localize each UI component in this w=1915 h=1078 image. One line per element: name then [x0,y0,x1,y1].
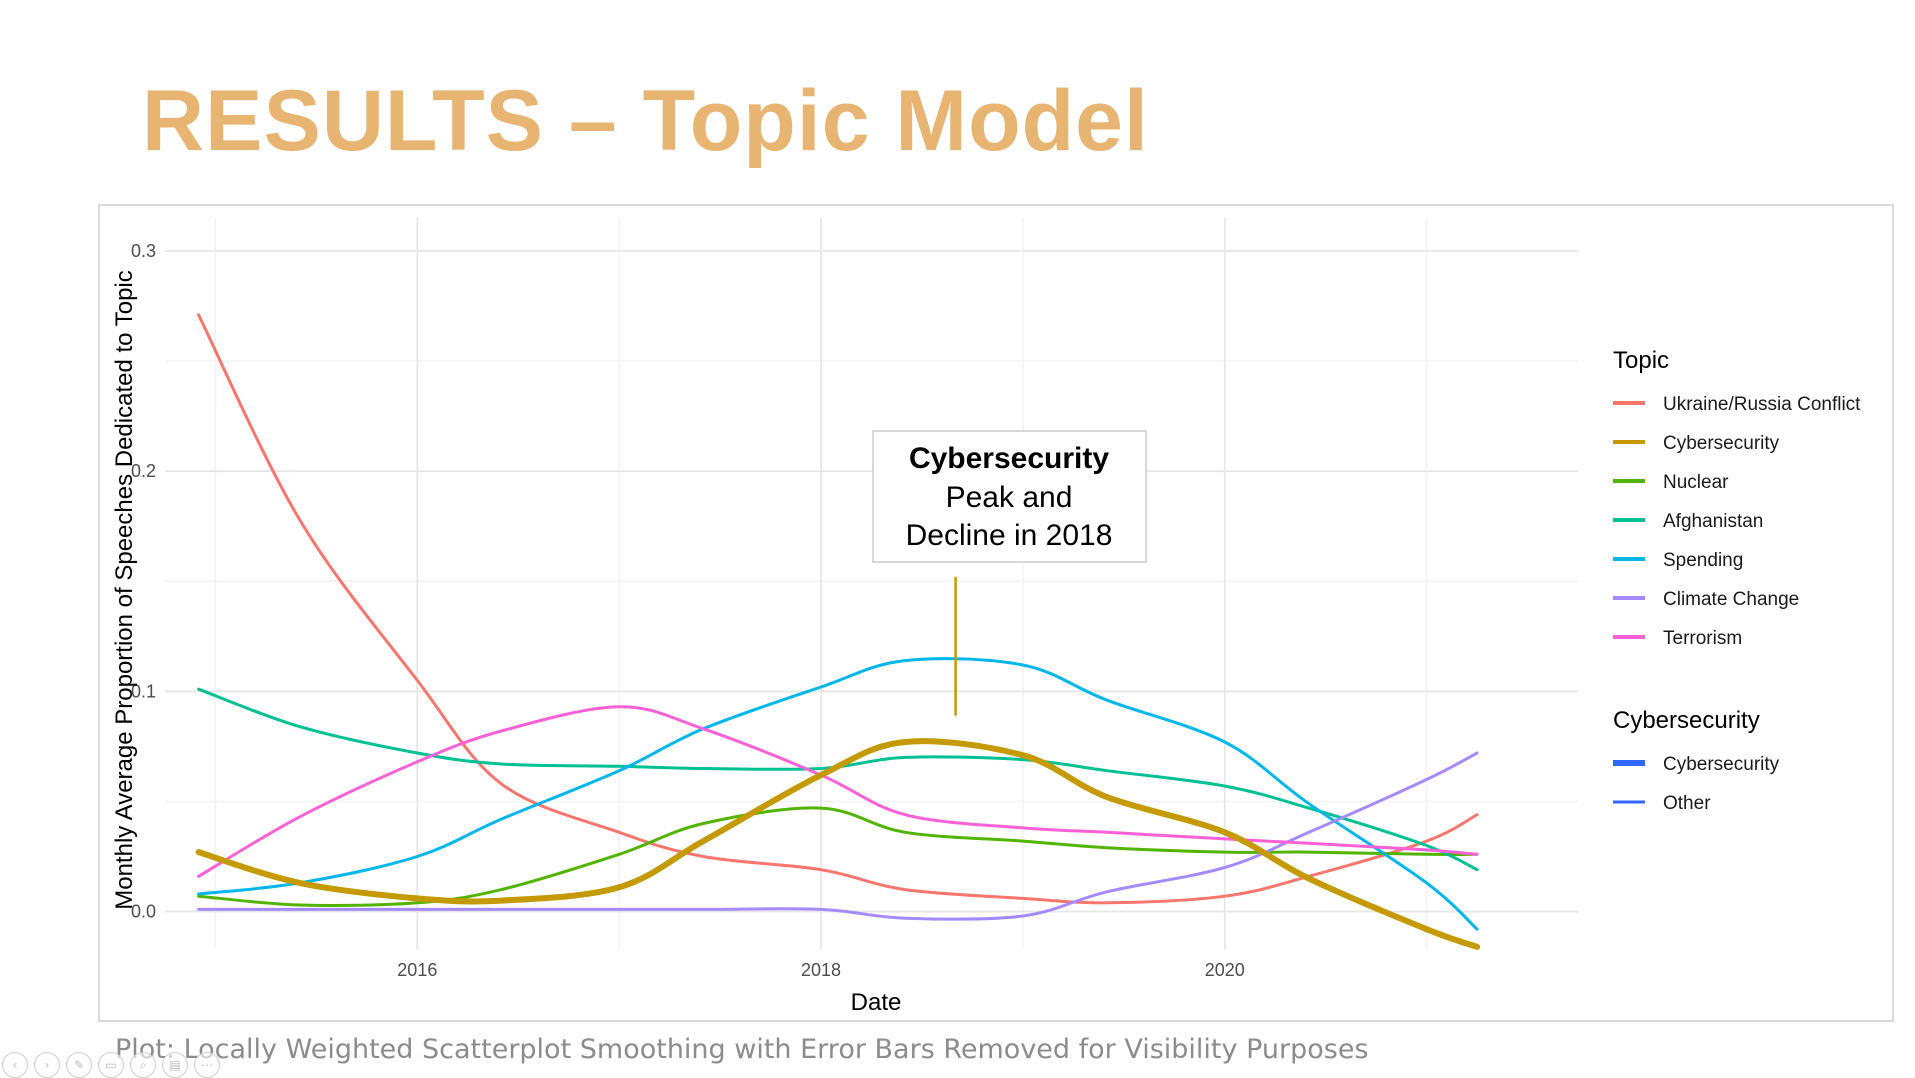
series-line-ukraine-russia-conflict [197,313,1479,905]
annotation-title: Cybersecurity [909,442,1109,475]
legend-group-label: Cybersecurity [1663,754,1780,775]
pen-icon[interactable]: ✎ [66,1052,92,1078]
legend-label: Terrorism [1663,628,1742,649]
axes: Date Monthly Average Proportion of Speec… [111,270,901,1016]
line-chart: 0.0 0.1 0.2 0.3 2016 2018 2020 Cybersecurity P… [111,218,1861,1016]
subtitles-icon[interactable]: ▤ [162,1052,188,1078]
legend-label: Afghanistan [1663,511,1763,532]
plot-caption: Plot: Locally Weighted Scatterplot Smoot… [115,1034,1369,1065]
series-lines [195,313,1481,950]
x-tick-label: 2018 [801,960,841,980]
legend: Topic Cybersecurity Ukraine/Russia Confl… [1613,347,1861,814]
more-icon[interactable]: ⋯ [194,1052,220,1078]
legend-label: Spending [1663,550,1743,571]
slide-nav-controls: ‹ › ✎ ▭ ⌕ ▤ ⋯ [2,1052,220,1078]
legend-label: Cybersecurity [1663,433,1780,454]
legend-label: Nuclear [1663,472,1729,493]
series-line-spending [197,657,1479,931]
series-line-nuclear [197,806,1479,907]
x-tick-label: 2016 [397,960,437,980]
y-tick-label: 0.3 [131,241,156,261]
x-tick-label: 2020 [1205,960,1245,980]
y-tick-label: 0.2 [131,461,156,481]
prev-icon[interactable]: ‹ [2,1052,28,1078]
annotation-line2: Decline in 2018 [906,519,1113,552]
series-line-cybersecurity [195,738,1481,950]
zoom-icon[interactable]: ⌕ [130,1052,156,1078]
legend-group-label: Other [1663,793,1711,814]
y-tick-label: 0.0 [131,902,156,922]
legend-label: Ukraine/Russia Conflict [1663,394,1861,415]
y-axis-title: Monthly Average Proportion of Speeches D… [111,270,138,910]
y-tick-label: 0.1 [131,681,156,701]
slide-title: RESULTS – Topic Model [142,73,1149,169]
annotation-line1: Peak and [946,481,1073,514]
legend-group-title: Cybersecurity [1613,707,1760,734]
annotation-box [872,430,1147,563]
annotation: Cybersecurity Peak and Decline in 2018 [872,430,1147,716]
slides-icon[interactable]: ▭ [98,1052,124,1078]
series-line-terrorism [197,705,1479,878]
series-line-climate-change [197,751,1479,921]
x-axis-title: Date [851,989,902,1016]
next-icon[interactable]: › [34,1052,60,1078]
legend-label: Climate Change [1663,589,1799,610]
legend-topic-title: Topic [1613,347,1669,374]
grid-lines: 0.0 0.1 0.2 0.3 2016 2018 2020 [131,218,1578,980]
series-line-afghanistan [197,687,1479,872]
chart-frame [98,204,1894,1022]
